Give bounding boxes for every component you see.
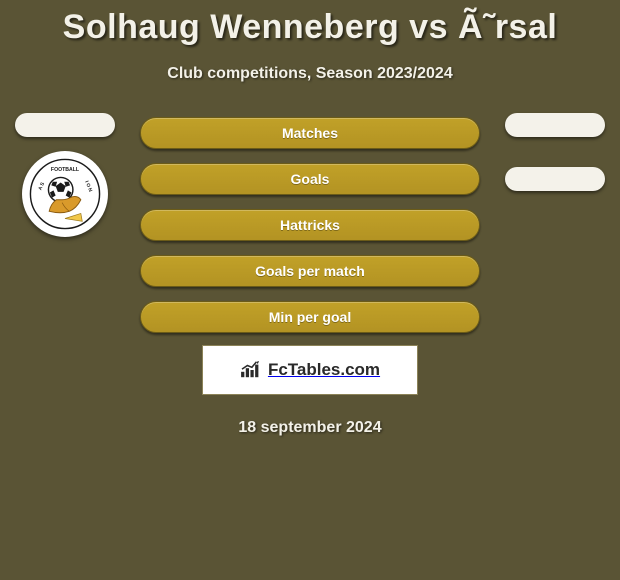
football-association-logo-icon: FOOTBALL A S I O N — [29, 158, 101, 230]
stat-row-matches: Matches — [140, 117, 480, 149]
left-player-badge: FOOTBALL A S I O N — [22, 151, 108, 237]
stat-row-goals-per-match: Goals per match — [140, 255, 480, 287]
stats-center-column: Matches Goals Hattricks Goals per match … — [140, 117, 480, 333]
brand-text: FcTables.com — [268, 360, 380, 380]
stat-row-goals: Goals — [140, 163, 480, 195]
left-player-column: FOOTBALL A S I O N — [10, 113, 120, 237]
footer-date: 18 september 2024 — [0, 419, 620, 437]
stat-row-hattricks: Hattricks — [140, 209, 480, 241]
svg-text:FOOTBALL: FOOTBALL — [51, 167, 79, 173]
stat-row-min-per-goal: Min per goal — [140, 301, 480, 333]
bar-chart-icon — [240, 361, 262, 379]
right-player-column — [500, 113, 610, 191]
right-stat-pill-2 — [505, 167, 605, 191]
page-title: Solhaug Wenneberg vs Ã˜rsal — [0, 0, 620, 47]
left-stat-pill-1 — [15, 113, 115, 137]
right-stat-pill-1 — [505, 113, 605, 137]
comparison-content: FOOTBALL A S I O N Matches — [0, 117, 620, 333]
subtitle: Club competitions, Season 2023/2024 — [0, 65, 620, 83]
fctables-brand-link[interactable]: FcTables.com — [202, 345, 418, 395]
